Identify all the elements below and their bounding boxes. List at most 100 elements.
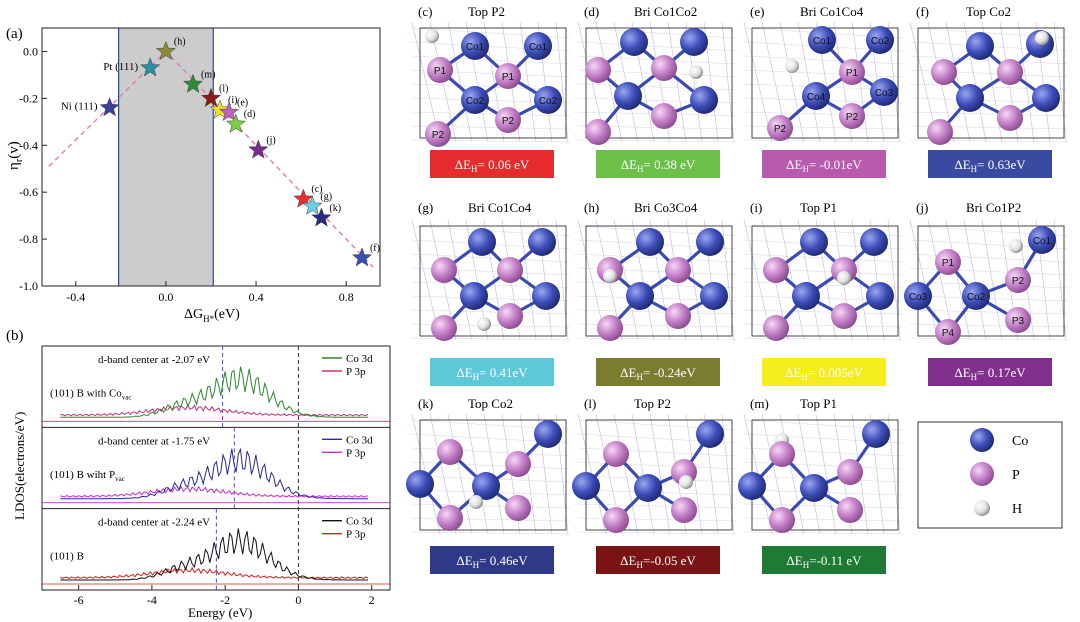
delta-e-prefix: ΔE [785, 365, 801, 380]
structure-title: Top P1 [800, 396, 837, 411]
p3p-curve [60, 485, 369, 498]
structure-panel: (j) Bri Co1P2 Co1 P1 P2 Co3 Co2 P3 P4 ΔEH= 0.17eV [904, 200, 1069, 386]
structure-panel: (e) Bri Co1Co4 Co1 Co2 P1 Co4 Co3 P2 P2 ΔEH= -0.0… [743, 4, 903, 178]
delta-e-sub: H [636, 560, 643, 570]
lattice-line [963, 219, 987, 341]
cell-box [585, 225, 733, 337]
structure-title: Bri Co1Co4 [468, 200, 532, 215]
delta-e-prefix: ΔE [455, 157, 471, 172]
lattice-line [577, 253, 737, 263]
lattice-line [815, 413, 837, 535]
panel-a-ylabel: ηr(v) [6, 141, 25, 170]
delta-e-text: ΔEH= -0.01eV [786, 157, 862, 174]
data-point-star [311, 207, 332, 227]
data-point-label: (g) [320, 191, 332, 202]
cobalt-atom [800, 474, 828, 502]
delta-e-prefix: ΔE [456, 365, 472, 380]
structure-title: Top P2 [634, 396, 671, 411]
data-point-star [99, 96, 120, 117]
cobalt-atom [808, 26, 836, 54]
delta-e-value: = 0.41eV [479, 365, 528, 380]
cobalt-atom [800, 228, 828, 256]
subplot-name: (101) B with Covac [50, 388, 132, 402]
hydrogen-atom [603, 269, 617, 283]
delta-e-sub: H [801, 372, 808, 382]
atom-site-label: Co4 [807, 92, 826, 103]
phosphorus-atom [763, 257, 789, 283]
cobalt-atom [1028, 226, 1056, 254]
x-tick-label: 0.4 [249, 290, 264, 304]
structure-title: Top P2 [468, 4, 505, 19]
cobalt-atom [534, 86, 562, 114]
phosphorus-atom [497, 303, 523, 329]
cobalt-atom [626, 282, 654, 310]
lattice-line [743, 69, 903, 78]
subplot-name-sub: vac [115, 475, 125, 483]
delta-e-box [430, 546, 554, 574]
lattice-line [909, 323, 1069, 328]
atom-site-label: P1 [846, 68, 859, 79]
hydrogen-atom [785, 59, 799, 73]
cobalt-atom [614, 82, 642, 110]
phosphorus-atom [1005, 267, 1031, 293]
lattice-line [613, 413, 639, 535]
x-tick-label: 0.8 [339, 290, 354, 304]
structure-panel: (f) Top Co2 ΔEH= 0.63eV [909, 4, 1069, 178]
delta-e-sub: H [471, 164, 478, 174]
atom-site-label: P2 [774, 124, 787, 135]
legend-label: P 3p [346, 447, 366, 459]
ldos-frame [41, 345, 391, 591]
lattice-line [743, 531, 903, 535]
cobalt-atom [461, 32, 489, 60]
atom-site-label: Co3 [875, 88, 894, 99]
panel-a-xlabel: ΔGH*(eV) [184, 307, 240, 324]
panel-b-ldos: (b) -6 -4 -2 0 2 d-band center at -2.07 eV (10… [6, 328, 391, 620]
cobalt-atom [802, 82, 830, 110]
phosphorus-atom [425, 121, 451, 147]
cobalt-atom [460, 282, 488, 310]
y-tick-label: -1.0 [19, 279, 38, 293]
cobalt-atom [696, 420, 724, 448]
lattice-line [577, 517, 737, 522]
lattice-line [743, 111, 903, 117]
structure-label: (h) [584, 200, 599, 215]
structure-title: Top P1 [800, 200, 837, 215]
phosphorus-atom [651, 103, 677, 129]
delta-e-prefix: ΔE [786, 157, 802, 172]
hydrogen-atom [679, 475, 693, 489]
structure-label: (c) [418, 4, 432, 19]
p3p-curve [60, 566, 369, 580]
phosphorus-atom [497, 257, 523, 283]
delta-e-text: ΔEH= -0.24eV [620, 365, 696, 382]
hydrogen-atom [1035, 31, 1049, 45]
legend-atom-label: Co [1012, 434, 1028, 449]
structure-label: (g) [418, 200, 433, 215]
lattice-line [797, 413, 821, 535]
co3d-curve [60, 528, 368, 581]
atom-site-label: Co1 [1033, 236, 1052, 247]
cobalt-atom [634, 474, 662, 502]
phosphorus-atom [837, 459, 863, 485]
structure-panel: (i) Top P1 ΔEH= 0.005eV [743, 200, 903, 386]
cell-box [419, 225, 567, 337]
delta-e-value: = 0.005eV [808, 365, 864, 380]
lattice-line [743, 309, 903, 315]
data-point-label: (f) [370, 243, 380, 254]
cobalt-atom [461, 86, 489, 114]
data-point-label: Pt (111) [103, 61, 138, 73]
data-point-label: (d) [244, 109, 256, 120]
legend-label: P 3p [346, 529, 366, 541]
atom-site-label: Co2 [539, 96, 558, 107]
delta-e-box [596, 150, 720, 178]
hydrogen-atom [689, 65, 703, 79]
lattice-line [909, 219, 939, 341]
delta-e-sub: H [637, 164, 644, 174]
data-point-star [248, 139, 269, 159]
lattice-line [981, 219, 1003, 341]
delta-e-box [430, 150, 554, 178]
delta-e-sub: H [802, 164, 809, 174]
atom-site-label: Co1 [529, 42, 548, 53]
lattice-line [743, 517, 903, 522]
delta-e-text: ΔEH=-0.11 eV [786, 553, 862, 570]
hydrogen-atom [477, 317, 491, 331]
